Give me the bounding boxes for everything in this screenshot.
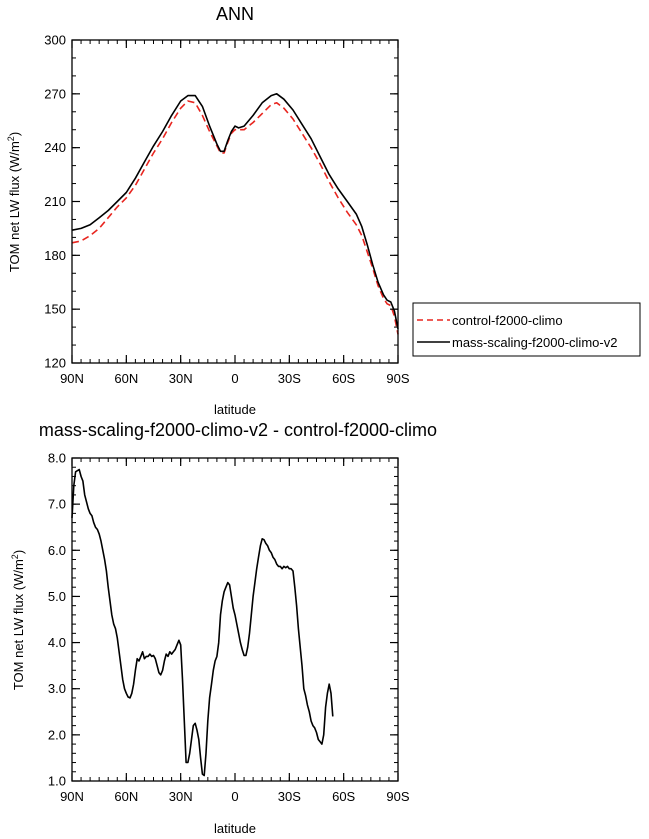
annual-mean-chart: ANN 90N 60N 30N 0 30S 60S 90S 120 150 180 210 240 27…	[6, 4, 641, 417]
y-tick-label: 2.0	[48, 727, 66, 742]
y-tick-label: 6.0	[48, 543, 66, 558]
x-tick-label: 90N	[60, 371, 84, 386]
top-chart-title: ANN	[216, 4, 254, 24]
bottom-x-axis-label: latitude	[214, 821, 256, 836]
y-tick-label: 3.0	[48, 681, 66, 696]
series-line-control	[71, 100, 399, 335]
x-tick-label: 30S	[278, 789, 301, 804]
x-tick-label: 60N	[114, 371, 138, 386]
legend-label-mass-scaling: mass-scaling-f2000-climo-v2	[452, 335, 617, 350]
x-tick-label: 30N	[169, 371, 193, 386]
x-tick-label: 0	[231, 371, 238, 386]
plot-frame	[71, 457, 399, 782]
x-tick-label: 60S	[332, 789, 355, 804]
y-tick-label: 7.0	[48, 497, 66, 512]
series-line-difference	[71, 468, 334, 777]
x-tick-label: 0	[231, 789, 238, 804]
y-tick-label: 8.0	[48, 451, 66, 466]
x-tick-label: 90S	[386, 371, 409, 386]
y-tick-label: 1.0	[48, 774, 66, 789]
y-tick-label: 120	[44, 356, 66, 371]
top-y-axis-label: TOM net LW flux (W/m2)	[6, 132, 22, 272]
legend-label-control: control-f2000-climo	[452, 313, 563, 328]
y-tick-label: 240	[44, 140, 66, 155]
x-tick-label: 60S	[332, 371, 355, 386]
x-tick-label: 90N	[60, 789, 84, 804]
x-tick-label: 90S	[386, 789, 409, 804]
y-tick-label: 300	[44, 33, 66, 48]
x-tick-label: 30S	[278, 371, 301, 386]
bottom-y-axis-label: TOM net LW flux (W/m2)	[10, 550, 26, 690]
top-x-axis-label: latitude	[214, 402, 256, 417]
difference-chart: mass-scaling-f2000-climo-v2 - control-f2…	[10, 420, 437, 836]
y-tick-label: 270	[44, 86, 66, 101]
x-tick-label: 60N	[114, 789, 138, 804]
bottom-chart-title: mass-scaling-f2000-climo-v2 - control-f2…	[39, 420, 437, 440]
y-tick-label: 4.0	[48, 635, 66, 650]
y-tick-label: 5.0	[48, 589, 66, 604]
series-line-mass-scaling	[71, 93, 399, 330]
legend-box	[412, 302, 641, 357]
x-tick-label: 30N	[169, 789, 193, 804]
legend: control-f2000-climo mass-scaling-f2000-c…	[412, 302, 641, 357]
top-plot-area: 90N 60N 30N 0 30S 60S 90S 120 150 180 210 240 270 300	[44, 33, 410, 387]
y-tick-label: 180	[44, 248, 66, 263]
bottom-plot-area: 90N 60N 30N 0 30S 60S 90S 1.0 2.0 3.0 4.0 5.0 6.0 7.0…	[48, 451, 410, 805]
y-tick-label: 150	[44, 302, 66, 317]
plot-frame	[71, 39, 399, 364]
y-tick-label: 210	[44, 194, 66, 209]
